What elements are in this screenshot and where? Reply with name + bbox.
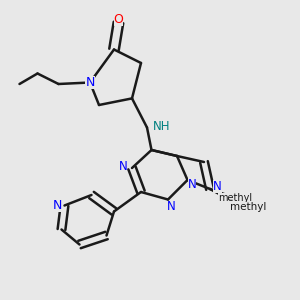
Text: NH: NH — [153, 119, 171, 133]
Text: N: N — [167, 200, 176, 214]
Text: methyl: methyl — [228, 198, 233, 200]
Text: N: N — [52, 199, 62, 212]
Text: N: N — [188, 178, 196, 191]
Text: methyl: methyl — [230, 202, 267, 212]
Text: O: O — [114, 13, 123, 26]
Text: N: N — [118, 160, 127, 173]
Text: N: N — [213, 179, 222, 193]
Text: methyl: methyl — [218, 193, 252, 203]
Text: N: N — [85, 76, 95, 89]
